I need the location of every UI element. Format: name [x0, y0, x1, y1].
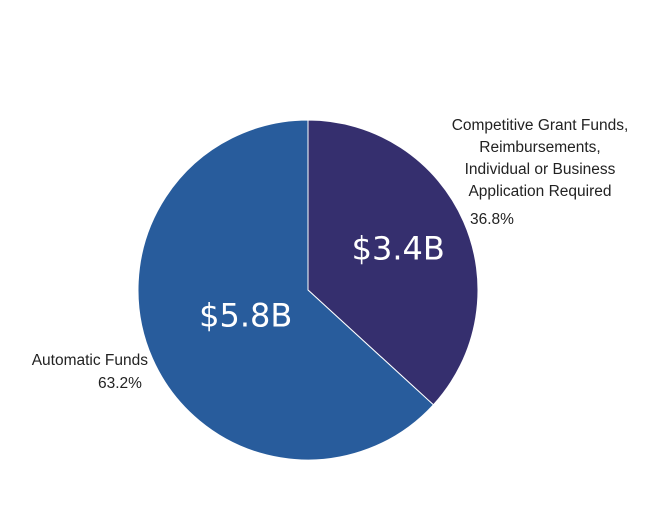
- competitive-funds-label: Competitive Grant Funds, Reimbursements,…: [430, 115, 650, 203]
- competitive-funds-slice: [307, 119, 479, 406]
- pie-slice-values: $3.4B $5.8B: [199, 229, 445, 334]
- automatic-funds-value: $5.8B: [199, 296, 292, 334]
- competitive-funds-percent: 36.8%: [470, 211, 514, 228]
- automatic-funds-slice: [137, 119, 435, 461]
- competitive-funds-label-line: Application Required: [468, 183, 612, 200]
- competitive-funds-label-line: Individual or Business: [464, 161, 616, 178]
- automatic-funds-percent: 63.2%: [98, 375, 142, 392]
- competitive-funds-value: $3.4B: [352, 229, 445, 267]
- pie-slices: [137, 119, 479, 461]
- automatic-funds-label: Automatic Funds: [31, 352, 148, 369]
- competitive-funds-label-line: Competitive Grant Funds,: [451, 117, 629, 134]
- competitive-funds-label-line: Reimbursements,: [479, 139, 601, 156]
